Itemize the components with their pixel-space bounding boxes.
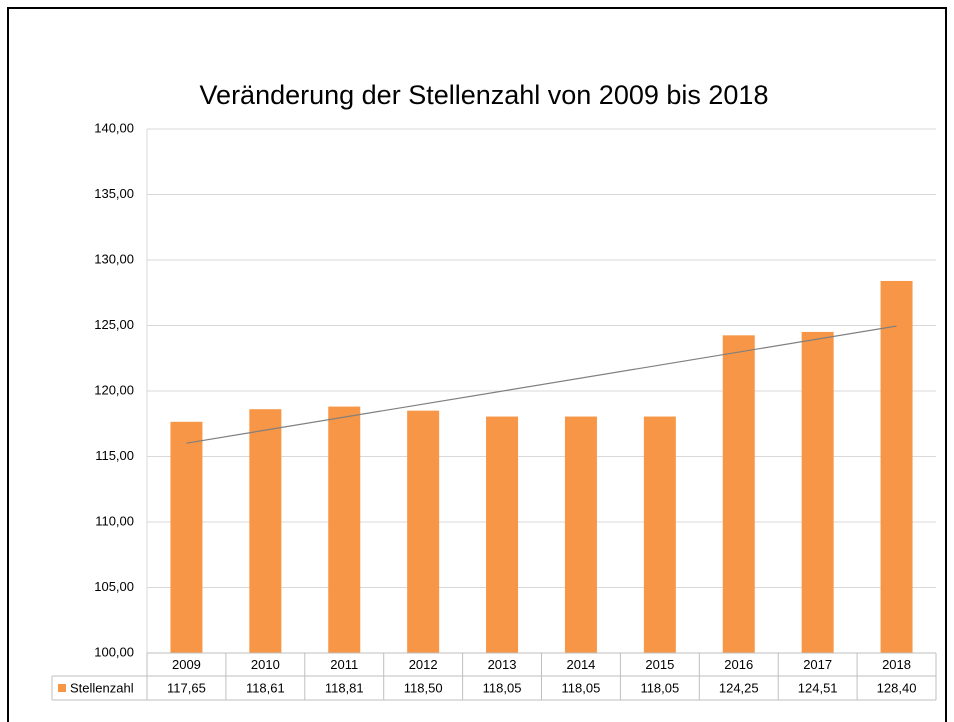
trendline	[186, 325, 897, 444]
x-tick-label: 2009	[172, 657, 201, 672]
y-tick-label: 115,00	[95, 448, 134, 463]
value-label: 117,65	[167, 680, 206, 695]
y-tick-label: 130,00	[94, 251, 134, 266]
bar	[801, 331, 834, 653]
legend-label: Stellenzahl	[70, 680, 134, 695]
x-tick-label: 2012	[409, 657, 438, 672]
x-tick-label: 2010	[251, 657, 280, 672]
bar	[328, 406, 361, 653]
bar	[722, 335, 755, 653]
x-tick-label: 2016	[724, 657, 753, 672]
legend-swatch	[58, 684, 66, 692]
value-label: 124,51	[798, 680, 838, 695]
y-tick-label: 105,00	[94, 579, 134, 594]
x-tick-label: 2013	[488, 657, 517, 672]
y-tick-label: 110,00	[95, 513, 134, 528]
y-tick-label: 100,00	[94, 644, 134, 659]
x-tick-label: 2011	[330, 657, 358, 672]
bar	[564, 416, 597, 653]
bar	[486, 416, 519, 653]
x-tick-label: 2014	[566, 657, 595, 672]
value-label: 128,40	[877, 680, 917, 695]
value-label: 118,05	[562, 680, 601, 695]
y-tick-label: 120,00	[94, 382, 134, 397]
x-tick-label: 2017	[803, 657, 832, 672]
value-label: 124,25	[719, 680, 759, 695]
value-label: 118,81	[325, 680, 364, 695]
x-tick-label: 2018	[882, 657, 911, 672]
value-label: 118,61	[246, 680, 285, 695]
bar	[643, 416, 676, 653]
value-label: 118,05	[483, 680, 522, 695]
bar	[880, 280, 913, 653]
bar	[407, 410, 440, 653]
value-label: 118,05	[640, 680, 679, 695]
frame	[7, 7, 947, 722]
bar	[249, 409, 282, 653]
value-label: 118,50	[404, 680, 443, 695]
y-tick-label: 140,00	[94, 120, 134, 135]
y-tick-label: 135,00	[94, 186, 134, 201]
y-tick-label: 125,00	[94, 317, 134, 332]
bar	[170, 421, 203, 653]
x-tick-label: 2015	[645, 657, 674, 672]
chart-title: Veränderung der Stellenzahl von 2009 bis…	[200, 80, 769, 110]
